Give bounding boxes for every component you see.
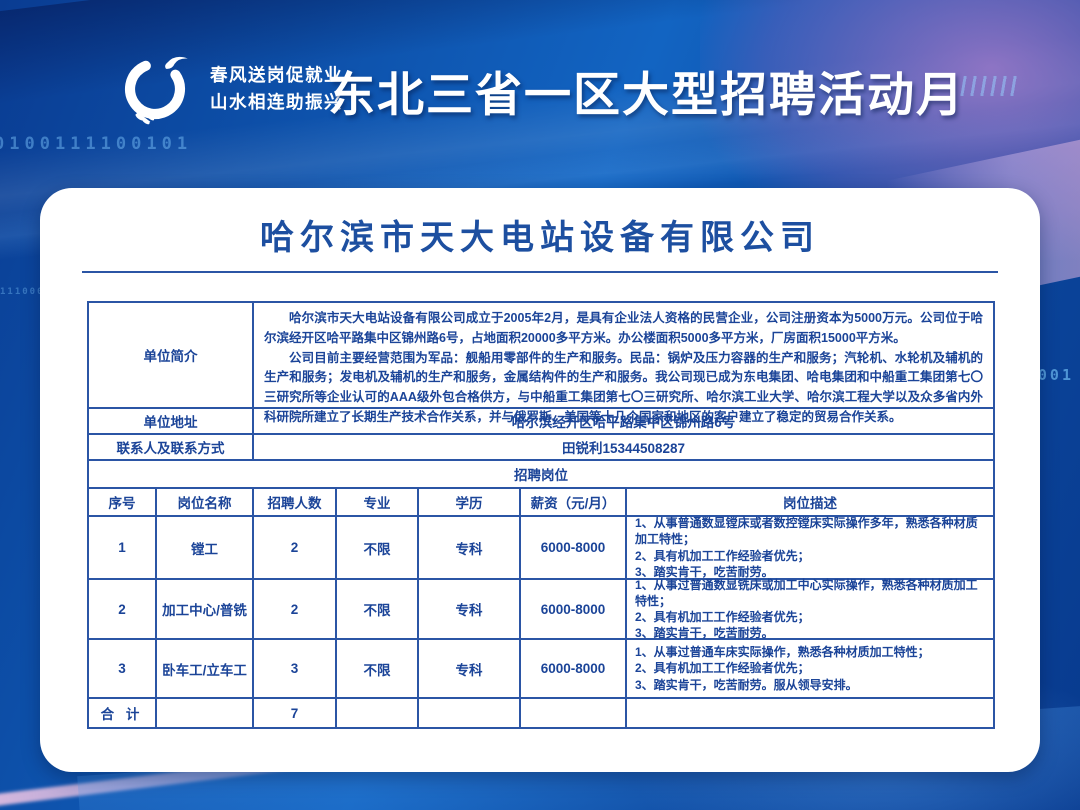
- job-name: 镗工: [157, 517, 254, 580]
- total-count: 7: [254, 699, 337, 729]
- address-label: 单位地址: [89, 409, 254, 435]
- company-info-table: 单位简介 哈尔滨市天大电站设备有限公司成立于2005年2月，是具有企业法人资格的…: [87, 301, 995, 729]
- intro-label: 单位简介: [89, 303, 254, 409]
- job-major: 不限: [337, 640, 419, 699]
- contact-label: 联系人及联系方式: [89, 435, 254, 461]
- slogan-line-2: 山水相连助振兴: [210, 92, 343, 112]
- col-header-salary: 薪资（元/月）: [521, 489, 627, 517]
- job-index: 3: [89, 640, 157, 699]
- total-row: 合 计 7: [89, 699, 995, 729]
- intro-content: 哈尔滨市天大电站设备有限公司成立于2005年2月，是具有企业法人资格的民营企业，…: [254, 303, 995, 424]
- table-row: 3 卧车工/立车工 3 不限 专科 6000-8000 1、从事过普通车床实际操…: [89, 640, 995, 699]
- event-slogans: 春风送岗促就业 山水相连助振兴: [206, 62, 343, 116]
- job-index: 1: [89, 517, 157, 580]
- event-title: 东北三省一区大型招聘活动月: [328, 68, 965, 123]
- contact-row: 联系人及联系方式 田锐利15344508287: [89, 435, 995, 461]
- intro-paragraph-2: 公司目前主要经营范围为军品：舰船用零部件的生产和服务。民品：锅炉及压力容器的生产…: [264, 350, 983, 424]
- company-card: 哈尔滨市天大电站设备有限公司 单位简介 哈尔滨市天大电站设备有限公司成立于200…: [40, 188, 1040, 772]
- jobs-section-title: 招聘岗位: [89, 461, 995, 489]
- wheat-ears: [135, 109, 155, 125]
- job-headcount: 3: [254, 640, 337, 699]
- jobs-header-row: 序号 岗位名称 招聘人数 专业 学历 薪资（元/月） 岗位描述: [89, 489, 995, 517]
- col-header-education: 学历: [419, 489, 521, 517]
- col-header-headcount: 招聘人数: [254, 489, 337, 517]
- total-empty-cell: [627, 699, 995, 729]
- table-row: 1 镗工 2 不限 专科 6000-8000 1、从事普通数显镗床或者数控镗床实…: [89, 516, 995, 580]
- job-major: 不限: [337, 580, 419, 640]
- col-header-job-name: 岗位名称: [157, 489, 254, 517]
- total-empty-cell: [157, 699, 254, 729]
- swan-logo-icon: [124, 56, 188, 125]
- job-salary: 6000-8000: [521, 517, 627, 580]
- job-name: 卧车工/立车工: [157, 640, 254, 699]
- job-salary: 6000-8000: [521, 640, 627, 699]
- swan-head: [165, 56, 188, 69]
- event-logo-block: 春风送岗促就业 山水相连助振兴: [116, 50, 343, 128]
- job-education: 专科: [419, 517, 521, 580]
- job-description: 1、从事过普通数显铣床或加工中心实际操作，熟悉各种材质加工特性； 2、具有机加工…: [627, 578, 995, 640]
- title-divider: [82, 271, 998, 273]
- job-description: 1、从事普通数显镗床或者数控镗床实际操作多年，熟悉各种材质加工特性； 2、具有机…: [627, 516, 995, 580]
- col-header-index: 序号: [89, 489, 157, 517]
- address-row: 单位地址 哈尔滨经开区哈平路集中区锦州路6号: [89, 409, 995, 435]
- job-headcount: 2: [254, 580, 337, 640]
- intro-row: 单位简介 哈尔滨市天大电站设备有限公司成立于2005年2月，是具有企业法人资格的…: [89, 303, 995, 424]
- total-empty-cell: [521, 699, 627, 729]
- contact-value: 田锐利15344508287: [254, 435, 995, 461]
- company-name: 哈尔滨市天大电站设备有限公司: [260, 218, 820, 258]
- total-label: 合 计: [89, 699, 157, 729]
- job-name: 加工中心/普铣: [157, 580, 254, 640]
- slogan-line-1: 春风送岗促就业: [210, 64, 343, 85]
- address-value: 哈尔滨经开区哈平路集中区锦州路6号: [254, 409, 995, 435]
- col-header-description: 岗位描述: [627, 489, 995, 517]
- intro-paragraph-1: 哈尔滨市天大电站设备有限公司成立于2005年2月，是具有企业法人资格的民营企业，…: [264, 311, 983, 345]
- table-row: 2 加工中心/普铣 2 不限 专科 6000-8000 1、从事过普通数显铣床或…: [89, 578, 995, 640]
- tick-marks-decoration: [960, 76, 1018, 96]
- job-headcount: 2: [254, 517, 337, 580]
- col-header-major: 专业: [337, 489, 419, 517]
- job-major: 不限: [337, 517, 419, 580]
- binary-text-decoration: 0100111100101: [0, 134, 193, 154]
- total-empty-cell: [337, 699, 419, 729]
- job-description: 1、从事过普通车床实际操作，熟悉各种材质加工特性； 2、具有机加工工作经验者优先…: [627, 640, 995, 699]
- total-empty-cell: [419, 699, 521, 729]
- job-education: 专科: [419, 580, 521, 640]
- job-education: 专科: [419, 640, 521, 699]
- job-salary: 6000-8000: [521, 580, 627, 640]
- job-index: 2: [89, 580, 157, 640]
- jobs-section-row: 招聘岗位: [89, 461, 995, 489]
